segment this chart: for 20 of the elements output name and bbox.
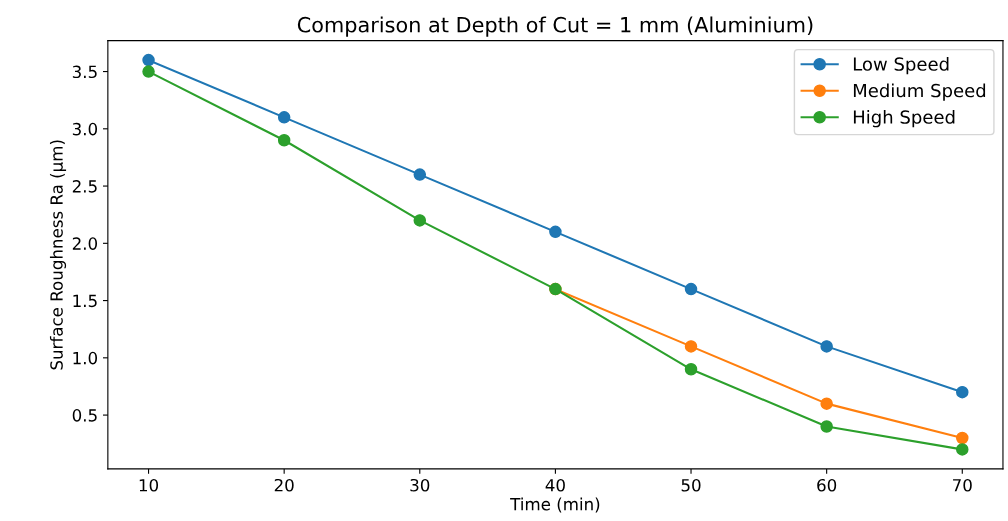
- x-axis-title: Time (min): [510, 497, 600, 513]
- x-tick-label: 50: [681, 478, 701, 492]
- x-tick-label: 40: [545, 478, 565, 492]
- legend-label: Medium Speed: [853, 83, 986, 101]
- y-axis-title: Surface Roughness Ra (µm): [49, 140, 67, 370]
- x-tick-label: 60: [817, 478, 837, 492]
- y-tick-label: 1.5: [73, 294, 97, 308]
- legend-label: High Speed: [853, 109, 955, 128]
- x-tick-label: 10: [139, 478, 159, 492]
- y-tick-label: 3.0: [72, 122, 98, 136]
- x-tick-label: 20: [274, 478, 294, 492]
- chart-title: Comparison at Depth of Cut = 1 mm (Aluminium): [297, 16, 813, 37]
- y-tick-label: 0.5: [72, 409, 97, 422]
- y-tick-label: 2.5: [72, 180, 97, 193]
- y-tick-label: 1.0: [73, 351, 98, 365]
- x-tick-label: 30: [410, 478, 430, 492]
- legend-label: Low Speed: [853, 56, 949, 75]
- x-tick-label: 70: [953, 478, 972, 492]
- y-tick-label: 2.0: [72, 237, 98, 250]
- y-tick-label: 3.5: [72, 65, 97, 79]
